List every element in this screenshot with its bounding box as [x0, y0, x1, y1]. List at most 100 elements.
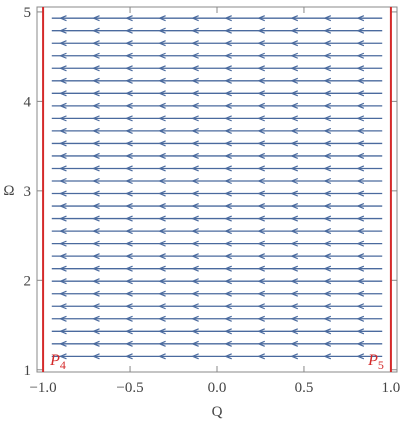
stream-arrow [323, 15, 332, 22]
y-tick-label: 1 [24, 363, 32, 379]
stream-arrow [125, 353, 133, 360]
stream-arrow [224, 253, 232, 260]
x-axis-label: Q [212, 404, 223, 420]
stream-arrow [91, 190, 100, 197]
stream-arrow [323, 253, 332, 260]
stream-arrow [323, 340, 332, 347]
stream-arrow [224, 240, 232, 247]
stream-arrow [323, 215, 332, 222]
stream-arrow [91, 215, 100, 222]
stream-arrow [224, 177, 232, 185]
stream-arrow [257, 165, 265, 172]
stream-arrow [290, 315, 299, 322]
stream-arrow [224, 265, 232, 272]
stream-arrow [191, 353, 199, 360]
stream-arrow [191, 240, 199, 247]
stream-arrow [290, 340, 299, 347]
stream-arrow [290, 102, 299, 109]
stream-arrow [191, 77, 199, 84]
stream-arrow [191, 152, 199, 160]
stream-arrow [58, 77, 67, 84]
stream-arrow [91, 228, 100, 235]
stream-arrow [257, 228, 265, 235]
stream-arrow [91, 353, 100, 360]
stream-arrow [158, 202, 166, 210]
stream-arrow [125, 52, 133, 59]
stream-arrow [323, 52, 332, 59]
stream-arrow [58, 190, 67, 197]
stream-arrow [257, 127, 265, 134]
stream-arrow [191, 265, 199, 272]
stream-arrow [290, 278, 299, 285]
x-tick-label: −1.0 [29, 380, 56, 396]
stream-arrow [58, 165, 67, 172]
stream-arrow [191, 253, 199, 260]
stream-arrow [58, 115, 67, 122]
label-subscript: 5 [378, 358, 384, 372]
stream-arrow [290, 40, 299, 47]
plot-frame [36, 6, 398, 373]
stream-arrow [58, 127, 67, 134]
stream-arrow [58, 40, 67, 47]
stream-arrow [125, 290, 133, 297]
stream-arrow [191, 303, 199, 310]
stream-arrow [224, 228, 232, 235]
stream-arrow [224, 52, 232, 59]
stream-arrow [356, 177, 365, 185]
stream-arrow [191, 90, 199, 97]
stream-arrow [191, 315, 199, 322]
stream-arrow [191, 65, 199, 72]
stream-arrow [191, 290, 199, 297]
line-label: P5 [367, 352, 384, 372]
stream-arrow [290, 253, 299, 260]
stream-arrow [257, 202, 265, 210]
stream-arrow [191, 215, 199, 222]
stream-arrow [91, 15, 100, 22]
stream-arrow [257, 27, 265, 34]
stream-arrow [257, 65, 265, 72]
stream-arrow [224, 340, 232, 347]
stream-arrow [158, 115, 166, 122]
stream-arrow [257, 278, 265, 285]
stream-arrow [158, 15, 166, 22]
stream-arrow [224, 115, 232, 122]
stream-arrow [224, 27, 232, 34]
stream-arrow [323, 328, 332, 335]
stream-arrow [323, 177, 332, 185]
stream-arrow [91, 290, 100, 297]
stream-arrow [58, 90, 67, 97]
stream-arrow [356, 115, 365, 122]
stream-arrow [323, 152, 332, 160]
stream-arrow [91, 90, 100, 97]
y-tick-label: 2 [24, 273, 32, 289]
stream-arrow [91, 77, 100, 84]
stream-arrow [323, 315, 332, 322]
stream-arrow [323, 353, 332, 360]
stream-arrow [257, 90, 265, 97]
stream-arrow [224, 15, 232, 22]
stream-arrow [323, 202, 332, 210]
stream-arrow [356, 27, 365, 34]
stream-arrow [91, 102, 100, 109]
stream-arrow [224, 165, 232, 172]
stream-arrow [323, 77, 332, 84]
stream-arrow [356, 290, 365, 297]
stream-arrow [224, 127, 232, 134]
x-tick-label: 1.0 [382, 380, 401, 396]
stream-arrow [125, 303, 133, 310]
stream-arrow [58, 278, 67, 285]
stream-arrow [290, 27, 299, 34]
stream-arrow [257, 102, 265, 109]
stream-arrow [158, 52, 166, 59]
stream-arrow [356, 90, 365, 97]
stream-arrow [224, 278, 232, 285]
stream-arrow [323, 165, 332, 172]
label-main: P [49, 352, 60, 369]
stream-arrow [356, 152, 365, 160]
stream-arrow [91, 177, 100, 185]
stream-arrow [323, 303, 332, 310]
stream-arrow [58, 27, 67, 34]
stream-arrow [125, 190, 133, 197]
stream-arrow [158, 190, 166, 197]
stream-arrow [125, 278, 133, 285]
